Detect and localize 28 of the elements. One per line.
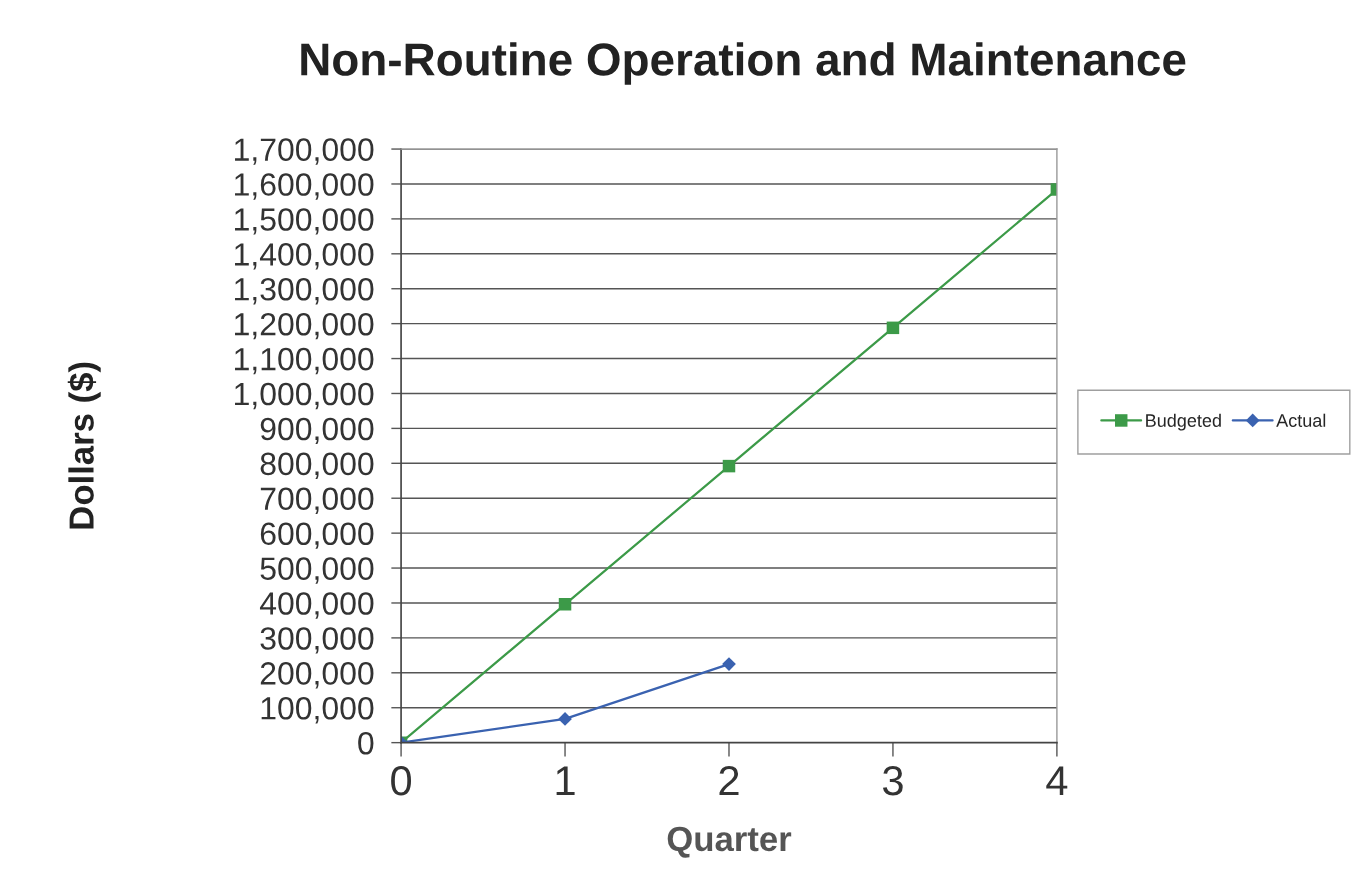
y-tick-label: 1,700,000 bbox=[235, 138, 374, 165]
y-tick-label: 500,000 bbox=[260, 557, 374, 584]
x-tick-label: 1 bbox=[556, 766, 575, 796]
y-tick-label: 400,000 bbox=[259, 592, 374, 619]
x-axis-title: Quarter bbox=[667, 826, 792, 858]
y-tick-label: 700,000 bbox=[260, 487, 374, 514]
y-tick-label: 1,100,000 bbox=[235, 347, 374, 375]
y-tick-label: 200,000 bbox=[260, 662, 374, 689]
x-tick-label: 3 bbox=[882, 765, 903, 796]
legend-label: Budgeted bbox=[1146, 413, 1221, 431]
y-tick-label: 1,400,000 bbox=[235, 243, 374, 270]
y-tick-label: 1,000,000 bbox=[235, 382, 374, 410]
y-tick-label: 600,000 bbox=[260, 522, 374, 549]
y-tick-label: 900,000 bbox=[260, 417, 374, 445]
y-tick-label: 1,200,000 bbox=[235, 312, 374, 340]
y-tick-label: 800,000 bbox=[260, 452, 374, 479]
y-tick-label: 100,000 bbox=[261, 697, 374, 724]
chart-title: Non-Routine Operation and Maintenance bbox=[301, 42, 1186, 85]
y-tick-label: 1,300,000 bbox=[235, 277, 374, 305]
x-tick-label: 0 bbox=[391, 765, 412, 796]
y-tick-label: 1,500,000 bbox=[235, 208, 374, 235]
y-tick-label: 0 bbox=[358, 731, 374, 755]
y-axis-title: Dollars ($) bbox=[67, 362, 101, 529]
x-tick-label: 2 bbox=[719, 765, 739, 796]
y-tick-label: 1,600,000 bbox=[235, 173, 374, 200]
x-tick-label: 4 bbox=[1046, 766, 1068, 796]
y-tick-label: 300,000 bbox=[260, 627, 374, 654]
legend-label: Actual bbox=[1276, 413, 1326, 427]
